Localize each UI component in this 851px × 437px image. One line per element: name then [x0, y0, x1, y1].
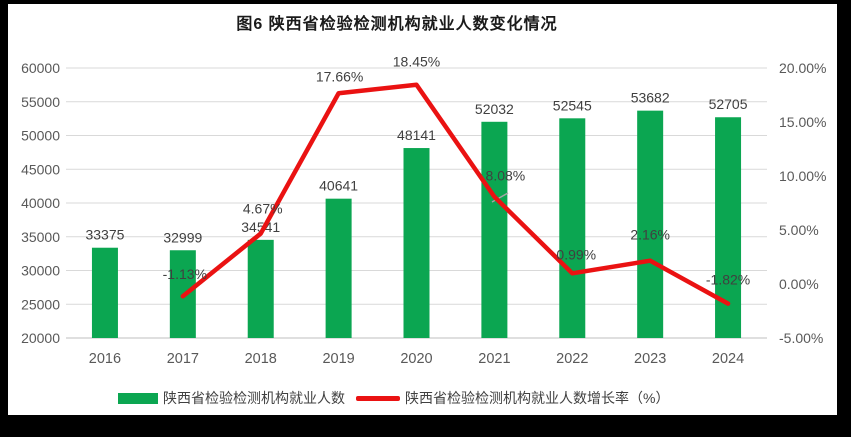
frame-border-top [0, 0, 851, 4]
x-axis-tick-label: 2024 [712, 351, 744, 367]
left-axis-tick-label: 50000 [21, 128, 60, 144]
bar-value-label: 32999 [163, 229, 202, 245]
bar-value-label: 48141 [397, 127, 436, 143]
line-value-label: -1.82% [706, 272, 750, 288]
bar-value-label: 33375 [85, 227, 124, 243]
left-axis-tick-label: 60000 [21, 60, 60, 76]
left-axis-tick-label: 25000 [21, 296, 60, 312]
left-axis-tick-label: 30000 [21, 263, 60, 279]
left-axis-tick-label: 20000 [21, 330, 60, 346]
x-axis-tick-label: 2016 [89, 351, 121, 367]
x-axis-tick-label: 2017 [167, 351, 199, 367]
line-value-label: 17.66% [316, 68, 363, 84]
x-axis-tick-label: 2021 [478, 351, 510, 367]
bar-value-label: 52545 [553, 97, 592, 113]
bar-2020 [403, 148, 430, 338]
growth-rate-line [180, 82, 731, 306]
line-value-label: 4.67% [243, 201, 283, 217]
frame-border-bottom [0, 415, 851, 437]
line-value-label: -1.13% [163, 266, 207, 282]
x-axis-tick-label: 2023 [634, 351, 666, 367]
legend-bar-label: 陕西省检验检测机构就业人数 [163, 390, 345, 406]
bar-value-label: 52705 [709, 96, 748, 112]
right-axis-tick-label: 10.00% [779, 168, 826, 184]
line-value-label: 18.45% [393, 54, 440, 70]
right-axis-tick-label: 20.00% [779, 60, 826, 76]
x-axis-tick-label: 2019 [322, 351, 354, 367]
x-axis-tick-label: 2020 [400, 351, 432, 367]
right-axis-tick-label: 0.00% [779, 276, 819, 292]
x-axis-tick-label: 2022 [556, 351, 588, 367]
chart-title: 图6 陕西省检验检测机构就业人数变化情况 [236, 16, 558, 33]
left-axis-tick-label: 35000 [21, 229, 60, 245]
bar-value-label: 52032 [475, 101, 514, 117]
legend-line-swatch-icon [356, 395, 400, 401]
bar-2018 [247, 239, 274, 338]
legend-bar-swatch-icon [118, 392, 158, 404]
legend-line-label: 陕西省检验检测机构就业人数增长率（%） [405, 390, 670, 406]
line-value-label: 0.99% [556, 246, 596, 262]
bar-value-label: 34541 [241, 219, 280, 235]
bar-value-label: 53682 [631, 90, 670, 106]
left-axis-tick-label: 55000 [21, 94, 60, 110]
right-axis-tick-label: -5.00% [779, 330, 823, 346]
label-leader-line [491, 192, 509, 203]
frame-border-left [0, 0, 8, 437]
left-axis-tick-label: 40000 [21, 195, 60, 211]
right-axis-tick-label: 5.00% [779, 222, 819, 238]
x-axis-tick-label: 2018 [245, 351, 277, 367]
bar-2023 [637, 110, 664, 338]
right-axis-tick-label: 15.00% [779, 114, 826, 130]
bar-2016 [91, 247, 118, 338]
bar-2021 [481, 121, 508, 338]
bar-value-label: 40641 [319, 178, 358, 194]
chart-legend: 陕西省检验检测机构就业人数 陕西省检验检测机构就业人数增长率（%） [118, 389, 669, 407]
bar-2022 [559, 118, 586, 338]
line-value-label: 8.08% [486, 168, 526, 184]
left-axis-tick-label: 45000 [21, 161, 60, 177]
frame-border-right [837, 0, 851, 437]
line-value-label: 2.16% [630, 227, 670, 243]
bar-2019 [325, 198, 352, 338]
